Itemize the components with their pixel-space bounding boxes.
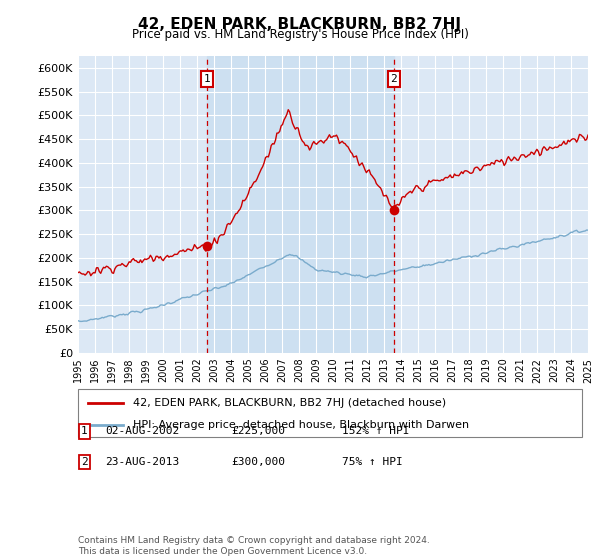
Text: £300,000: £300,000: [231, 457, 285, 467]
Text: 1: 1: [203, 74, 210, 84]
Text: £225,000: £225,000: [231, 426, 285, 436]
Text: 2: 2: [391, 74, 397, 84]
Text: HPI: Average price, detached house, Blackburn with Darwen: HPI: Average price, detached house, Blac…: [133, 420, 470, 430]
Text: 23-AUG-2013: 23-AUG-2013: [105, 457, 179, 467]
Text: 42, EDEN PARK, BLACKBURN, BB2 7HJ (detached house): 42, EDEN PARK, BLACKBURN, BB2 7HJ (detac…: [133, 398, 446, 408]
Text: Price paid vs. HM Land Registry's House Price Index (HPI): Price paid vs. HM Land Registry's House …: [131, 28, 469, 41]
Text: 02-AUG-2002: 02-AUG-2002: [105, 426, 179, 436]
Text: 152% ↑ HPI: 152% ↑ HPI: [342, 426, 409, 436]
Text: Contains HM Land Registry data © Crown copyright and database right 2024.
This d: Contains HM Land Registry data © Crown c…: [78, 536, 430, 556]
Text: 2: 2: [81, 457, 88, 467]
Text: 1: 1: [81, 426, 88, 436]
FancyBboxPatch shape: [78, 389, 582, 437]
Text: 42, EDEN PARK, BLACKBURN, BB2 7HJ: 42, EDEN PARK, BLACKBURN, BB2 7HJ: [139, 17, 461, 32]
Bar: [207, 56, 394, 353]
Text: 75% ↑ HPI: 75% ↑ HPI: [342, 457, 403, 467]
